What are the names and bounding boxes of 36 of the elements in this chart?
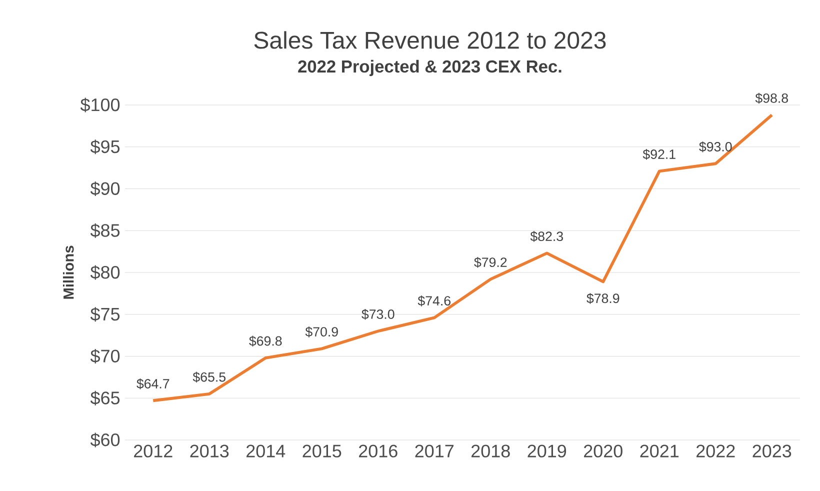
x-tick-label: 2013 xyxy=(190,444,229,458)
data-label: $78.9 xyxy=(586,293,620,304)
y-axis-title: Millions xyxy=(63,246,74,299)
data-label: $92.1 xyxy=(642,148,676,160)
x-tick-label: 2017 xyxy=(415,444,454,458)
x-tick-label: 2018 xyxy=(472,444,510,458)
chart-title: Sales Tax Revenue 2012 to 2023 xyxy=(254,31,606,49)
x-tick-label: 2015 xyxy=(302,444,342,458)
x-tick-label: 2016 xyxy=(359,444,398,458)
chart-subtitle: 2022 Projected & 2023 CEX Rec. xyxy=(298,60,562,76)
y-tick-label: $70 xyxy=(90,348,120,364)
y-tick-label: $85 xyxy=(90,223,120,238)
x-tick-label: 2014 xyxy=(246,444,286,458)
y-tick-label: $80 xyxy=(90,265,120,280)
data-label: $69.8 xyxy=(249,336,282,347)
x-tick-label: 2020 xyxy=(584,444,622,458)
y-tick-label: $60 xyxy=(90,432,120,448)
data-label: $93.0 xyxy=(699,141,732,152)
y-tick-label: $100 xyxy=(80,98,120,112)
y-tick-label: $75 xyxy=(90,307,120,322)
y-tick-label: $90 xyxy=(90,181,120,196)
data-label: $73.0 xyxy=(362,308,394,320)
x-tick-label: 2021 xyxy=(640,444,679,458)
data-label: $74.6 xyxy=(418,296,450,306)
data-label: $79.2 xyxy=(474,257,507,268)
data-label: $70.9 xyxy=(305,326,338,338)
data-label: $98.8 xyxy=(755,92,788,104)
y-tick-label: $65 xyxy=(90,390,120,406)
x-tick-label: 2023 xyxy=(752,444,792,458)
x-tick-label: 2022 xyxy=(696,444,735,458)
y-tick-label: $95 xyxy=(90,140,120,154)
x-tick-label: 2019 xyxy=(528,444,566,458)
x-tick-label: 2012 xyxy=(134,444,172,458)
data-label: $65.5 xyxy=(192,372,226,383)
data-label: $64.7 xyxy=(136,378,170,390)
data-label: $82.3 xyxy=(530,231,563,242)
